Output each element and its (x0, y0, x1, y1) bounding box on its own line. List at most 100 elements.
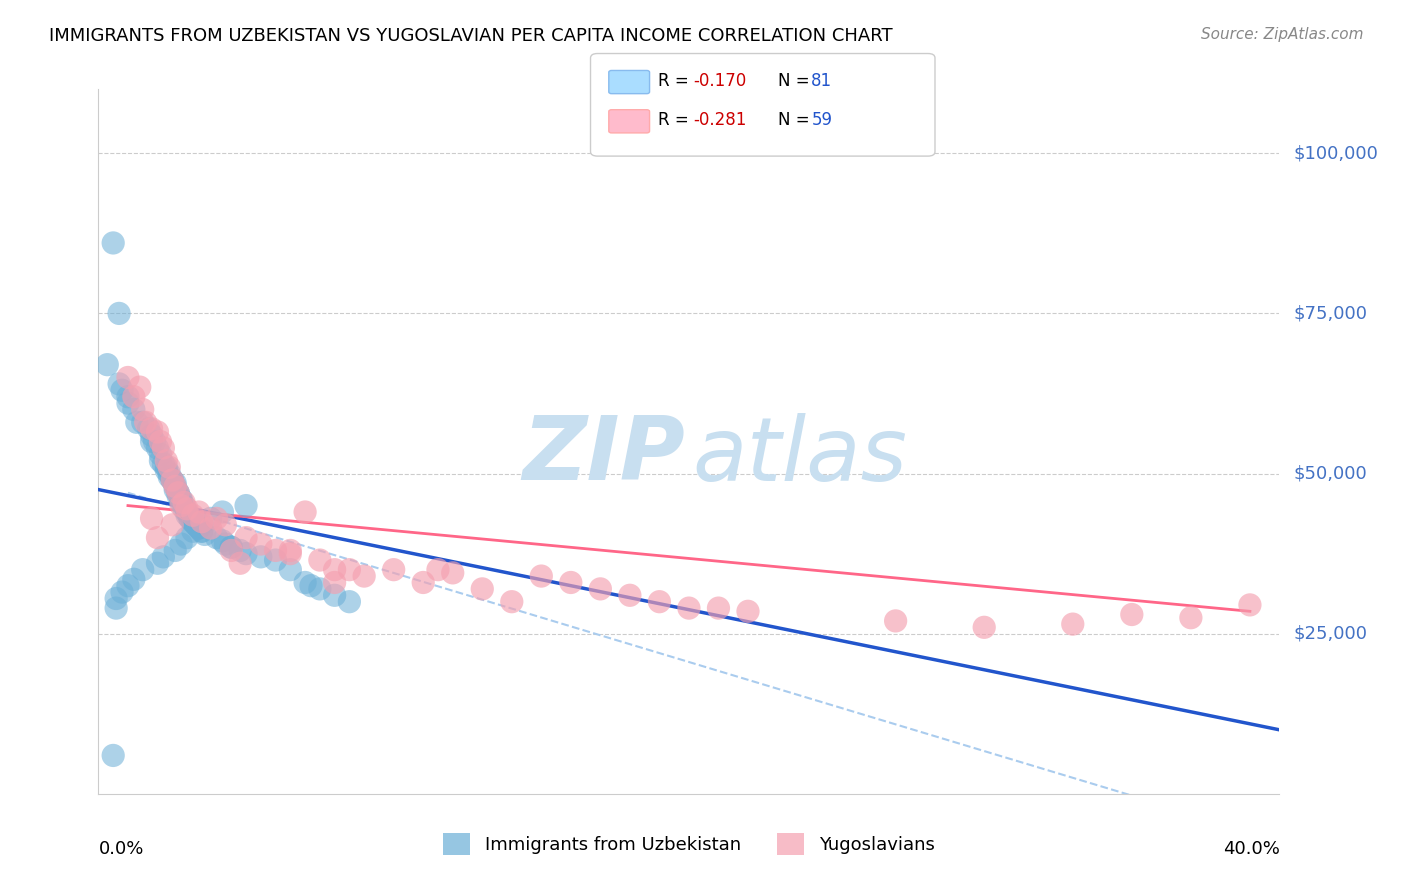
Text: Source: ZipAtlas.com: Source: ZipAtlas.com (1201, 27, 1364, 42)
Point (441, 566, 464, 580)
Point (214, 537, 236, 551)
Text: ZIP: ZIP (523, 412, 685, 500)
Point (530, 569, 553, 583)
Point (165, 479, 187, 493)
Point (181, 515, 204, 529)
Point (162, 473, 183, 487)
Point (412, 575, 434, 590)
Point (250, 549, 273, 564)
Text: $50,000: $50,000 (1294, 465, 1368, 483)
Point (184, 517, 207, 532)
Point (157, 460, 180, 475)
Point (176, 531, 198, 545)
Point (135, 415, 157, 429)
Point (339, 595, 361, 609)
Point (162, 517, 183, 532)
Point (152, 549, 174, 564)
Point (194, 527, 217, 541)
Point (221, 541, 243, 555)
Point (211, 533, 233, 548)
Point (170, 499, 193, 513)
Text: 59: 59 (811, 112, 832, 129)
Point (264, 553, 287, 567)
Point (155, 460, 177, 475)
Point (353, 569, 375, 583)
Text: 40.0%: 40.0% (1223, 839, 1279, 858)
Point (165, 479, 187, 493)
Point (155, 463, 177, 477)
Point (176, 505, 198, 519)
Point (143, 434, 166, 449)
Point (152, 457, 174, 471)
Point (200, 521, 222, 535)
Point (176, 508, 198, 523)
Point (191, 517, 214, 532)
Text: atlas: atlas (693, 413, 907, 499)
Point (157, 467, 180, 481)
Point (165, 476, 187, 491)
Point (167, 485, 190, 500)
Point (176, 505, 198, 519)
Point (132, 415, 155, 429)
Point (141, 428, 163, 442)
Point (103, 748, 125, 763)
Text: R =: R = (658, 112, 695, 129)
Point (737, 604, 759, 618)
Point (103, 235, 125, 250)
Text: -0.170: -0.170 (693, 72, 747, 90)
Point (157, 469, 180, 483)
Point (299, 579, 322, 593)
Point (173, 495, 195, 509)
Point (187, 521, 209, 535)
Point (141, 422, 163, 436)
Point (179, 511, 201, 525)
Point (382, 563, 405, 577)
Point (167, 485, 190, 500)
Point (884, 614, 907, 628)
Point (294, 505, 316, 519)
Point (205, 531, 228, 545)
Point (191, 515, 214, 529)
Point (214, 517, 236, 532)
Text: IMMIGRANTS FROM UZBEKISTAN VS YUGOSLAVIAN PER CAPITA INCOME CORRELATION CHART: IMMIGRANTS FROM UZBEKISTAN VS YUGOSLAVIA… (49, 27, 893, 45)
Point (167, 489, 190, 503)
Point (122, 390, 145, 404)
Point (619, 588, 641, 602)
Text: N =: N = (778, 72, 814, 90)
Text: R =: R = (658, 72, 695, 90)
Point (589, 582, 612, 596)
Point (179, 511, 201, 525)
Point (111, 384, 134, 398)
Point (141, 434, 163, 449)
Point (146, 556, 169, 570)
Point (678, 601, 700, 615)
Point (146, 441, 169, 455)
Point (187, 521, 209, 535)
Point (294, 575, 316, 590)
Point (648, 595, 671, 609)
Point (187, 505, 209, 519)
Point (205, 511, 228, 525)
Text: $25,000: $25,000 (1294, 624, 1368, 643)
Point (1180, 610, 1202, 624)
Point (1062, 617, 1084, 632)
Point (471, 582, 494, 596)
Point (221, 543, 243, 558)
Point (1239, 598, 1261, 612)
Point (427, 563, 450, 577)
Point (165, 543, 187, 558)
Point (117, 370, 139, 384)
Point (149, 447, 172, 461)
Point (125, 415, 148, 429)
Point (176, 501, 198, 516)
Point (200, 511, 222, 525)
Point (235, 499, 257, 513)
Point (170, 492, 193, 507)
Text: $100,000: $100,000 (1294, 145, 1378, 162)
Text: N =: N = (778, 112, 814, 129)
Point (138, 422, 160, 436)
Point (170, 492, 193, 507)
Point (323, 575, 346, 590)
Point (184, 517, 207, 532)
Point (132, 563, 155, 577)
